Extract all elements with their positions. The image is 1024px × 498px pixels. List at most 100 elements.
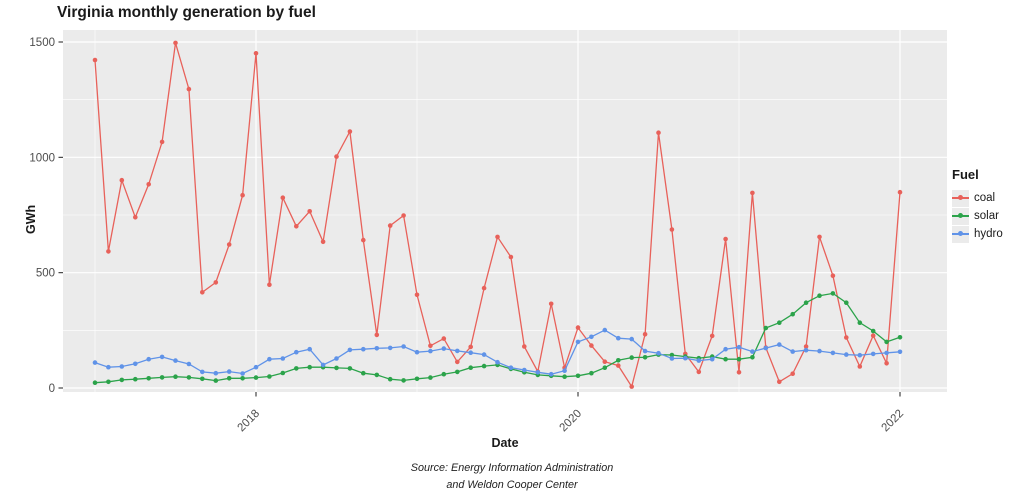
data-point-coal bbox=[200, 290, 205, 295]
data-point-hydro bbox=[253, 364, 259, 370]
data-point-coal bbox=[803, 344, 809, 349]
legend-item-hydro: hydro bbox=[952, 225, 1003, 243]
data-point-solar bbox=[280, 370, 286, 376]
data-point-hydro bbox=[106, 364, 111, 370]
data-point-hydro bbox=[92, 360, 98, 365]
data-point-coal bbox=[481, 285, 487, 291]
data-point-solar bbox=[562, 374, 567, 380]
legend-key-dot bbox=[958, 195, 963, 201]
data-point-coal bbox=[441, 336, 447, 341]
data-point-solar bbox=[119, 377, 125, 383]
data-point-solar bbox=[213, 378, 219, 383]
data-point-solar bbox=[294, 366, 299, 371]
data-point-hydro bbox=[683, 355, 688, 361]
legend-label: hydro bbox=[974, 228, 1003, 240]
data-point-solar bbox=[468, 365, 474, 371]
legend-key-icon bbox=[952, 225, 969, 243]
data-point-coal bbox=[320, 239, 326, 245]
data-point-hydro bbox=[414, 349, 420, 355]
data-point-coal bbox=[428, 343, 433, 349]
data-point-hydro bbox=[844, 352, 849, 357]
data-point-solar bbox=[669, 352, 675, 358]
y-axis-title: GWh bbox=[24, 204, 38, 234]
source-caption-line2: and Weldon Cooper Center bbox=[446, 478, 578, 491]
data-point-hydro bbox=[481, 352, 487, 357]
data-point-solar bbox=[817, 293, 822, 299]
data-point-coal bbox=[844, 335, 849, 340]
data-point-hydro bbox=[133, 361, 138, 367]
legend-label: coal bbox=[974, 192, 996, 204]
data-point-solar bbox=[763, 325, 769, 331]
data-point-solar bbox=[173, 374, 178, 380]
data-point-coal bbox=[253, 51, 259, 56]
source-caption: Source: Energy Information Administratio… bbox=[411, 460, 613, 493]
data-point-solar bbox=[159, 375, 165, 380]
data-point-solar bbox=[589, 370, 594, 376]
data-point-solar bbox=[897, 335, 903, 340]
data-point-hydro bbox=[347, 347, 353, 353]
data-point-hydro bbox=[763, 345, 769, 351]
data-point-coal bbox=[387, 223, 393, 228]
legend-key-dot bbox=[958, 213, 963, 219]
data-point-hydro bbox=[119, 364, 125, 369]
data-point-solar bbox=[226, 376, 232, 381]
data-point-hydro bbox=[857, 352, 863, 358]
data-point-hydro bbox=[307, 346, 313, 352]
x-tick-label: 2018 bbox=[236, 408, 263, 435]
data-point-coal bbox=[468, 344, 474, 350]
data-point-coal bbox=[790, 371, 795, 377]
data-point-hydro bbox=[522, 367, 527, 373]
data-point-solar bbox=[481, 363, 487, 369]
data-point-coal bbox=[629, 384, 634, 389]
data-point-coal bbox=[186, 86, 192, 92]
data-point-hydro bbox=[575, 339, 581, 345]
data-point-solar bbox=[723, 356, 728, 362]
data-point-hydro bbox=[616, 335, 621, 341]
data-point-hydro bbox=[830, 350, 836, 356]
data-point-coal bbox=[857, 364, 863, 369]
data-point-coal bbox=[830, 273, 836, 279]
data-point-hydro bbox=[146, 356, 151, 362]
x-tick-label: 2020 bbox=[558, 408, 585, 435]
data-point-hydro bbox=[267, 356, 272, 362]
data-point-hydro bbox=[803, 347, 809, 353]
data-point-coal bbox=[897, 189, 903, 195]
data-point-solar bbox=[736, 356, 742, 362]
data-point-hydro bbox=[696, 358, 702, 363]
data-point-coal bbox=[736, 370, 742, 375]
data-point-hydro bbox=[320, 362, 326, 368]
data-point-coal bbox=[884, 361, 889, 366]
legend-items: coal solar hydro bbox=[952, 189, 1003, 243]
data-point-coal bbox=[361, 237, 366, 243]
data-point-hydro bbox=[897, 349, 903, 355]
data-point-coal bbox=[119, 177, 125, 183]
data-point-solar bbox=[777, 320, 782, 326]
data-point-hydro bbox=[428, 348, 433, 354]
data-point-solar bbox=[240, 376, 245, 381]
data-point-solar bbox=[347, 366, 353, 371]
data-point-coal bbox=[870, 333, 876, 338]
y-tick-label: 500 bbox=[36, 268, 55, 280]
data-point-solar bbox=[441, 371, 447, 377]
data-point-coal bbox=[146, 182, 151, 187]
legend-key-icon bbox=[952, 207, 969, 225]
data-point-coal bbox=[401, 213, 406, 218]
data-point-hydro bbox=[441, 346, 447, 351]
data-point-hydro bbox=[562, 368, 567, 374]
data-point-coal bbox=[307, 209, 313, 214]
data-point-solar bbox=[616, 358, 621, 363]
data-point-hydro bbox=[226, 369, 232, 374]
data-point-coal bbox=[92, 57, 98, 63]
legend-key-dot bbox=[958, 231, 963, 237]
data-point-solar bbox=[106, 379, 111, 385]
data-point-coal bbox=[709, 333, 715, 339]
data-point-solar bbox=[133, 376, 138, 382]
data-point-hydro bbox=[736, 344, 742, 350]
data-point-coal bbox=[656, 130, 661, 135]
data-point-coal bbox=[213, 280, 219, 285]
data-point-solar bbox=[361, 370, 366, 376]
data-point-coal bbox=[374, 332, 380, 338]
data-point-hydro bbox=[548, 371, 554, 377]
data-point-coal bbox=[173, 40, 178, 46]
